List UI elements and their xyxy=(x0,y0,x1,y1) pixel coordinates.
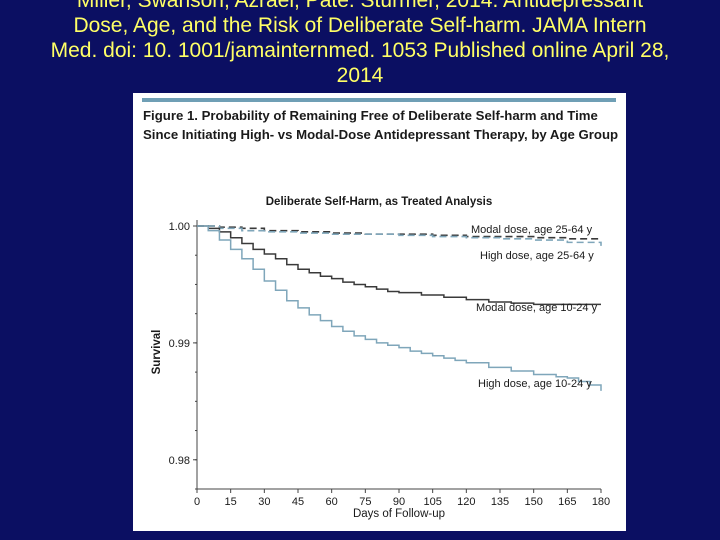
y-tick-label: 0.99 xyxy=(169,338,190,350)
x-tick-label: 15 xyxy=(225,496,237,508)
x-tick-label: 90 xyxy=(393,496,405,508)
x-tick-label: 75 xyxy=(359,496,371,508)
series-labels: Modal dose, age 25-64 y High dose, age 25… xyxy=(471,224,598,390)
series-label-3: High dose, age 10-24 y xyxy=(478,378,592,390)
survival-chart: Deliberate Self-Harm, as Treated Analysi… xyxy=(151,196,610,520)
series-label-0: Modal dose, age 25-64 y xyxy=(471,224,593,236)
citation-line: Dose, Age, and the Risk of Deliberate Se… xyxy=(73,14,647,37)
series-line-2 xyxy=(197,225,601,306)
citation-line: Miller, Swanson, Azrael, Pate. Sturmer, … xyxy=(76,0,644,12)
x-tick-label: 135 xyxy=(491,496,509,508)
x-tick-label: 120 xyxy=(457,496,475,508)
figure-card: Figure 1. Probability of Remaining Free … xyxy=(133,93,626,531)
x-tick-label: 60 xyxy=(326,496,338,508)
x-tick-label: 105 xyxy=(423,496,441,508)
figure-top-rule xyxy=(142,98,616,102)
series-line-1 xyxy=(197,225,602,246)
chart-title: Deliberate Self-Harm, as Treated Analysi… xyxy=(266,196,492,208)
citation-line: 2014 xyxy=(336,64,384,87)
x-tick-label: 165 xyxy=(558,496,576,508)
y-tick-label: 0.98 xyxy=(169,455,190,467)
axes-group: 0 15 30 45 60 75 90 105 120 135 150 165 180 1.00 0.99 0… xyxy=(169,220,610,508)
x-tick-label: 0 xyxy=(194,496,200,508)
x-tick-label: 45 xyxy=(292,496,304,508)
x-axis-label: Days of Follow-up xyxy=(353,508,445,520)
x-tick-label: 180 xyxy=(592,496,610,508)
citation-line: Med. doi: 10. 1001/jamainternmed. 1053 P… xyxy=(50,39,670,62)
citation-text: Miller, Swanson, Azrael, Pate. Sturmer, … xyxy=(0,0,720,88)
series-group xyxy=(197,225,602,391)
series-label-2: Modal dose, age 10-24 y xyxy=(476,302,598,314)
x-tick-label: 30 xyxy=(258,496,270,508)
y-tick-label: 1.00 xyxy=(169,221,190,233)
figure-title: Figure 1. Probability of Remaining Free … xyxy=(143,108,619,142)
series-line-3 xyxy=(197,225,602,391)
series-label-1: High dose, age 25-64 y xyxy=(480,250,594,262)
x-tick-label: 150 xyxy=(524,496,542,508)
y-axis-label: Survival xyxy=(151,330,163,375)
